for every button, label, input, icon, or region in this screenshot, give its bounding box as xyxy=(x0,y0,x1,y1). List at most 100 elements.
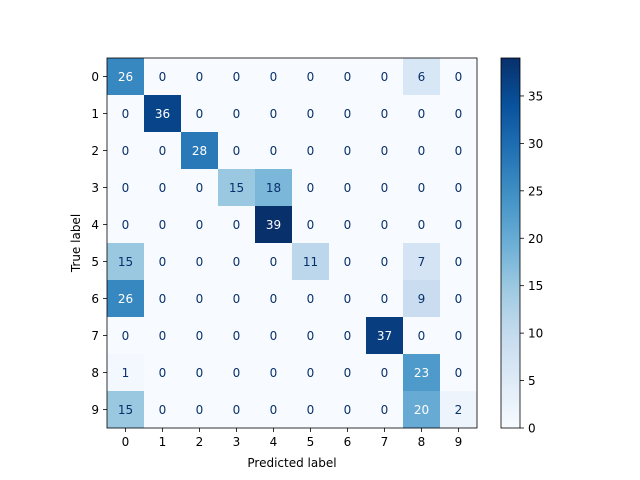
cell-value-label: 0 xyxy=(196,255,204,269)
heatmap-cell xyxy=(366,317,404,355)
heatmap-cell xyxy=(181,95,219,133)
heatmap-cell xyxy=(255,169,293,207)
cell-value-label: 0 xyxy=(159,181,167,195)
heatmap-cell xyxy=(292,317,330,355)
cell-value-label: 0 xyxy=(159,255,167,269)
cell-value-label: 0 xyxy=(344,107,352,121)
cell-value-label: 0 xyxy=(381,218,389,232)
cell-value-label: 0 xyxy=(381,144,389,158)
x-tick-label: 6 xyxy=(344,435,352,449)
heatmap-cell xyxy=(292,354,330,392)
heatmap-cell xyxy=(107,354,145,392)
heatmap-cell xyxy=(329,354,367,392)
heatmap-cell xyxy=(292,391,330,429)
cell-value-label: 0 xyxy=(455,255,463,269)
cell-value-label: 0 xyxy=(381,403,389,417)
cell-value-label: 0 xyxy=(196,181,204,195)
heatmap-cell xyxy=(181,391,219,429)
y-tick-label: 4 xyxy=(91,218,99,232)
heatmap-cell xyxy=(403,58,441,96)
cell-value-label: 0 xyxy=(455,366,463,380)
cell-value-label: 26 xyxy=(118,292,133,306)
cell-value-label: 0 xyxy=(381,255,389,269)
heatmap-cell xyxy=(255,243,293,281)
y-tick-label: 5 xyxy=(91,255,99,269)
cell-value-label: 0 xyxy=(418,107,426,121)
heatmap-cell xyxy=(440,169,478,207)
cell-value-label: 0 xyxy=(270,107,278,121)
heatmap-cell xyxy=(329,169,367,207)
cell-value-label: 0 xyxy=(455,181,463,195)
heatmap-cell xyxy=(329,95,367,133)
x-tick-label: 2 xyxy=(196,435,204,449)
cell-value-label: 0 xyxy=(418,181,426,195)
colorbar-tick-label: 35 xyxy=(528,89,543,103)
cell-value-label: 0 xyxy=(344,218,352,232)
y-tick-label: 1 xyxy=(91,107,99,121)
heatmap-cell xyxy=(107,243,145,281)
heatmap-cell xyxy=(255,132,293,170)
x-tick-label: 0 xyxy=(122,435,130,449)
heatmap-cell xyxy=(403,169,441,207)
cell-value-label: 0 xyxy=(418,329,426,343)
cell-value-label: 0 xyxy=(159,366,167,380)
heatmap-cell xyxy=(440,391,478,429)
y-tick-label: 0 xyxy=(91,70,99,84)
cell-value-label: 0 xyxy=(233,70,241,84)
heatmap-cell xyxy=(181,58,219,96)
cell-value-label: 0 xyxy=(307,218,315,232)
cell-value-label: 0 xyxy=(270,292,278,306)
cell-value-label: 2 xyxy=(455,403,463,417)
x-tick-label: 8 xyxy=(418,435,426,449)
heatmap-cell xyxy=(144,169,182,207)
heatmap-cell xyxy=(403,132,441,170)
heatmap-cell xyxy=(218,169,256,207)
heatmap-cell xyxy=(255,95,293,133)
cell-value-label: 0 xyxy=(307,292,315,306)
heatmap-cell xyxy=(255,206,293,244)
heatmap-cell xyxy=(181,169,219,207)
cell-value-label: 0 xyxy=(122,107,130,121)
heatmap-cell xyxy=(366,206,404,244)
cell-value-label: 0 xyxy=(307,329,315,343)
heatmap-cell xyxy=(329,243,367,281)
x-tick-label: 5 xyxy=(307,435,315,449)
cell-value-label: 0 xyxy=(270,144,278,158)
cell-value-label: 0 xyxy=(270,255,278,269)
x-tick-label: 4 xyxy=(270,435,278,449)
heatmap-cell xyxy=(292,132,330,170)
heatmap-cell xyxy=(366,132,404,170)
cell-value-label: 0 xyxy=(344,292,352,306)
plot-frame xyxy=(106,57,478,429)
cell-value-label: 0 xyxy=(418,144,426,158)
cell-value-label: 0 xyxy=(233,144,241,158)
heatmap-cell xyxy=(292,95,330,133)
heatmap-cell xyxy=(107,169,145,207)
cell-value-label: 0 xyxy=(233,292,241,306)
cell-value-label: 0 xyxy=(122,218,130,232)
cell-value-label: 0 xyxy=(344,255,352,269)
x-axis-ticks: 0 1 2 3 4 5 6 7 8 9 xyxy=(122,428,462,449)
cell-value-label: 0 xyxy=(381,366,389,380)
y-tick-label: 8 xyxy=(91,366,99,380)
cell-value-label: 18 xyxy=(266,181,281,195)
cell-value-label: 15 xyxy=(118,403,133,417)
cell-value-label: 0 xyxy=(233,403,241,417)
x-tick-label: 7 xyxy=(381,435,389,449)
cell-value-label: 0 xyxy=(307,181,315,195)
colorbar-tick-label: 10 xyxy=(528,327,543,341)
heatmap-cell xyxy=(366,391,404,429)
heatmap-cell xyxy=(366,58,404,96)
heatmap-cell xyxy=(255,354,293,392)
cell-value-label: 1 xyxy=(122,366,130,380)
cell-value-label: 37 xyxy=(377,329,392,343)
cell-value-label: 0 xyxy=(159,329,167,343)
heatmap-cell xyxy=(218,132,256,170)
cell-value-label: 0 xyxy=(344,403,352,417)
heatmap-cell xyxy=(181,132,219,170)
heatmap-cell xyxy=(107,206,145,244)
heatmap-cell xyxy=(218,95,256,133)
heatmap-cell xyxy=(144,95,182,133)
heatmap-cell xyxy=(107,391,145,429)
colorbar-tick-label: 0 xyxy=(528,422,536,436)
